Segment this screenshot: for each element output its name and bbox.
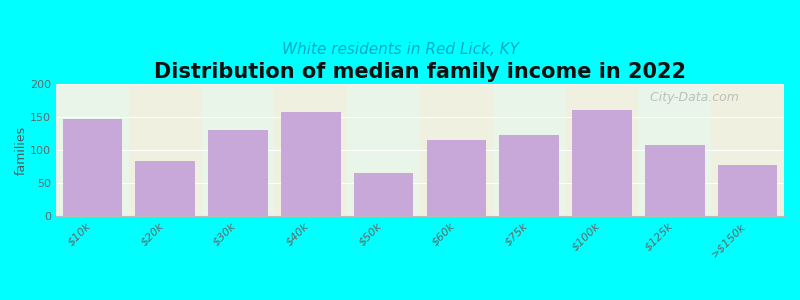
Bar: [572, 110, 632, 216]
Bar: [711, 84, 784, 216]
Bar: [645, 145, 705, 216]
Bar: [202, 84, 274, 216]
Bar: [566, 84, 638, 216]
Bar: [354, 173, 414, 216]
Y-axis label: families: families: [14, 125, 27, 175]
Bar: [208, 130, 268, 216]
Bar: [426, 140, 486, 216]
Bar: [274, 84, 347, 216]
Bar: [493, 84, 566, 216]
Bar: [638, 84, 711, 216]
Bar: [129, 84, 202, 216]
Text: City-Data.com: City-Data.com: [646, 91, 738, 103]
Bar: [56, 84, 129, 216]
Bar: [62, 119, 122, 216]
Bar: [499, 135, 559, 216]
Bar: [135, 160, 195, 216]
Title: Distribution of median family income in 2022: Distribution of median family income in …: [154, 62, 686, 82]
Bar: [420, 84, 493, 216]
Bar: [347, 84, 420, 216]
Bar: [718, 164, 778, 216]
Text: White residents in Red Lick, KY: White residents in Red Lick, KY: [282, 42, 518, 57]
Bar: [281, 112, 341, 216]
